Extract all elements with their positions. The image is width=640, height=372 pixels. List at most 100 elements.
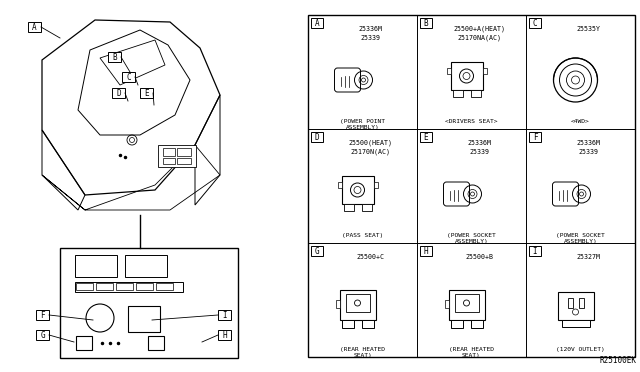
Bar (140, 88, 153, 98)
Text: 25500+A(HEAT): 25500+A(HEAT) (454, 26, 506, 32)
Bar (449, 290, 484, 320)
Bar (420, 18, 432, 28)
Bar (308, 15, 635, 357)
Bar (483, 68, 486, 74)
Bar (342, 176, 374, 204)
Text: A: A (315, 19, 319, 28)
Bar (156, 283, 173, 290)
Text: D: D (116, 89, 121, 97)
Text: F: F (40, 311, 45, 320)
Text: (120V OUTLET): (120V OUTLET) (556, 347, 605, 352)
Bar (96, 283, 113, 290)
Bar (454, 294, 479, 312)
Bar (125, 255, 167, 277)
Bar (36, 310, 49, 320)
Bar (36, 330, 49, 340)
Bar (451, 320, 463, 328)
Bar (177, 158, 191, 164)
FancyBboxPatch shape (444, 182, 470, 206)
Bar (158, 145, 196, 167)
Text: 25327M: 25327M (577, 254, 600, 260)
FancyBboxPatch shape (335, 68, 360, 92)
Bar (311, 132, 323, 142)
Text: (POWER SOCKET
ASSEMBLY): (POWER SOCKET ASSEMBLY) (556, 233, 605, 244)
Bar (362, 204, 371, 211)
Text: 25500(HEAT): 25500(HEAT) (349, 140, 392, 146)
Text: E: E (424, 132, 428, 141)
Text: I: I (222, 311, 227, 320)
Text: 25170NA(AC): 25170NA(AC) (458, 35, 502, 41)
Text: 25170N(AC): 25170N(AC) (351, 149, 390, 155)
Text: 25500+C: 25500+C (356, 254, 385, 260)
Text: D: D (315, 132, 319, 141)
Bar (311, 18, 323, 28)
Bar (568, 298, 573, 308)
Text: C: C (532, 19, 538, 28)
Bar (529, 246, 541, 256)
Bar (311, 246, 323, 256)
Bar (337, 182, 342, 188)
Bar (342, 320, 353, 328)
Bar (112, 88, 125, 98)
Text: R25100EK: R25100EK (599, 356, 636, 365)
Bar (470, 90, 481, 97)
Bar (122, 72, 135, 82)
Bar (163, 158, 175, 164)
Bar (579, 298, 584, 308)
Text: A: A (32, 22, 37, 32)
Bar (28, 22, 41, 32)
Bar (362, 320, 374, 328)
Text: 25339: 25339 (360, 35, 381, 41)
Bar (420, 246, 432, 256)
Bar (218, 310, 231, 320)
Bar (76, 283, 93, 290)
Text: <DRIVERS SEAT>: <DRIVERS SEAT> (445, 119, 498, 124)
Bar (346, 294, 369, 312)
Text: E: E (144, 89, 149, 97)
Bar (177, 148, 191, 156)
Bar (218, 330, 231, 340)
Text: (PASS SEAT): (PASS SEAT) (342, 233, 383, 238)
Bar (128, 306, 160, 332)
Text: H: H (222, 330, 227, 340)
Bar (561, 320, 589, 327)
Text: C: C (126, 73, 131, 81)
Text: F: F (532, 132, 538, 141)
Text: 25339: 25339 (470, 149, 490, 155)
Text: 25339: 25339 (579, 149, 598, 155)
Text: 25336M: 25336M (467, 140, 492, 146)
Text: H: H (424, 247, 428, 256)
Bar (163, 148, 175, 156)
Bar (136, 283, 153, 290)
Bar (447, 68, 451, 74)
Bar (75, 282, 183, 292)
Bar (445, 300, 449, 308)
Bar (108, 52, 121, 62)
Bar (60, 248, 238, 358)
Bar (335, 300, 339, 308)
Text: <4WD>: <4WD> (571, 119, 590, 124)
Bar (76, 336, 92, 350)
Bar (452, 90, 463, 97)
Bar (148, 336, 164, 350)
Text: 25535Y: 25535Y (577, 26, 600, 32)
Bar (339, 290, 376, 320)
Text: 25336M: 25336M (358, 26, 383, 32)
FancyBboxPatch shape (552, 182, 579, 206)
Bar (557, 292, 593, 320)
Bar (420, 132, 432, 142)
Text: 25500+B: 25500+B (465, 254, 493, 260)
Text: 25336M: 25336M (577, 140, 600, 146)
Text: I: I (532, 247, 538, 256)
Bar (374, 182, 378, 188)
Text: B: B (112, 52, 117, 61)
Text: (REAR HEATED
SEAT): (REAR HEATED SEAT) (340, 347, 385, 358)
Bar (116, 283, 133, 290)
Text: (REAR HEATED
SEAT): (REAR HEATED SEAT) (449, 347, 494, 358)
Bar (470, 320, 483, 328)
Text: (POWER SOCKET
ASSEMBLY): (POWER SOCKET ASSEMBLY) (447, 233, 496, 244)
Bar (451, 62, 483, 90)
Text: G: G (315, 247, 319, 256)
Bar (75, 255, 117, 277)
Text: G: G (40, 330, 45, 340)
